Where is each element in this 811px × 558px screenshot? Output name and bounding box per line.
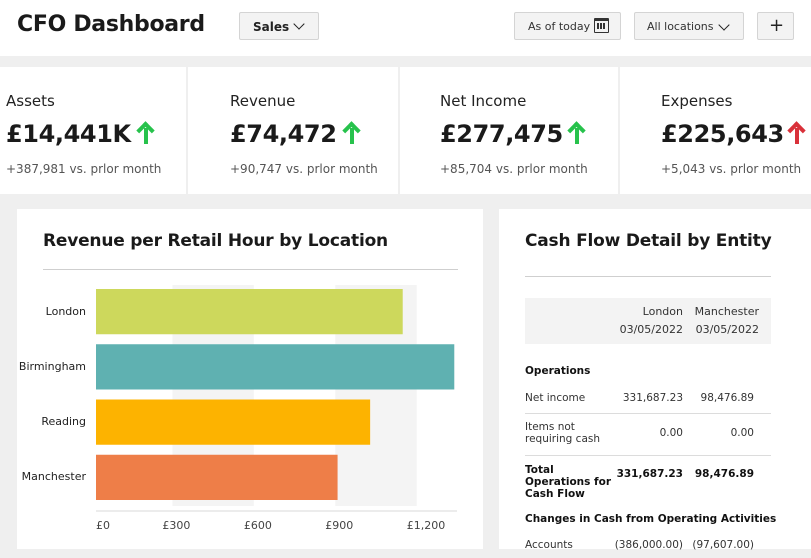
kpi-delta: +387,981 vs. prlor month (6, 162, 162, 176)
row-value-manchester: 98,476.89 (700, 392, 754, 404)
table-header (525, 298, 771, 344)
kpi-label: Revenue (230, 92, 296, 110)
row-label: Net income (525, 392, 586, 404)
column-header-london: London (642, 305, 683, 318)
row-value-london: 0.00 (659, 427, 683, 439)
kpi-card-revenue[interactable]: Revenue £74,472 +90,747 vs. prlor month (188, 67, 398, 194)
kpi-label: Assets (6, 92, 55, 110)
x-tick-label: £900 (325, 519, 354, 532)
row-value-manchester: 98,476.89 (694, 468, 754, 480)
top-bar: CFO Dashboard Sales As of today All loca… (0, 0, 811, 56)
x-tick-label: £0 (96, 519, 110, 532)
row-value-manchester: (97,607.00) (692, 539, 754, 551)
row-label: Total Operations for Cash Flow (525, 464, 611, 500)
chevron-down-icon (293, 18, 305, 30)
panel-title: Revenue per Retail Hour by Location (43, 231, 388, 251)
column-date-manchester: 03/05/2022 (695, 323, 759, 336)
bar-manchester[interactable] (96, 454, 338, 500)
row-value-london: (386,000.00) (614, 539, 683, 551)
kpi-card-expenses[interactable]: Expenses £225,643 +5,043 vs. prlor month (620, 67, 811, 194)
panel-title: Cash Flow Detail by Entity (525, 231, 772, 251)
divider (525, 276, 771, 277)
kpi-delta: +5,043 vs. prlor month (661, 162, 802, 176)
page-title: CFO Dashboard (17, 12, 205, 37)
row-divider (525, 413, 771, 414)
column-date-london: 03/05/2022 (619, 323, 683, 336)
x-tick-label: £300 (162, 519, 191, 532)
add-widget-button[interactable]: + (757, 12, 794, 40)
row-value-manchester: 0.00 (730, 427, 754, 439)
kpi-card-net-income[interactable]: Net Income £277,475 +85,704 vs. prlor mo… (400, 67, 618, 194)
location-filter-label: All locations (647, 20, 714, 33)
arrow-up-icon (136, 121, 155, 145)
location-filter[interactable]: All locations (634, 12, 744, 40)
bar-reading[interactable] (96, 399, 371, 445)
revenue-bar-chart (96, 285, 457, 512)
kpi-value: £225,643 (661, 120, 784, 148)
section-heading: Changes in Cash from Operating Activitie… (525, 513, 777, 525)
kpi-value: £74,472 (230, 120, 337, 148)
row-divider (525, 455, 771, 456)
sales-dropdown[interactable]: Sales (239, 12, 319, 40)
row-label: Items not requiring cash (525, 421, 601, 445)
divider (43, 269, 458, 270)
kpi-delta: +90,747 vs. prlor month (230, 162, 378, 176)
row-value-london: 331,687.23 (616, 468, 683, 480)
date-filter[interactable]: As of today (514, 12, 621, 40)
calendar-icon (594, 18, 609, 33)
x-tick-label: £600 (243, 519, 272, 532)
row-label: Accounts (525, 539, 573, 551)
x-tick-label: £1,200 (406, 519, 446, 532)
category-label: Manchester (21, 470, 86, 484)
cash-flow-panel: Cash Flow Detail by Entity London 03/05/… (499, 209, 811, 551)
row-value-london: 331,687.23 (622, 392, 683, 404)
bar-london[interactable] (96, 289, 403, 335)
kpi-delta: +85,704 vs. prlor month (440, 162, 588, 176)
category-label: London (45, 304, 86, 318)
section-heading: Operations (525, 365, 591, 377)
plus-icon: + (769, 15, 785, 36)
arrow-up-icon (342, 121, 361, 145)
kpi-label: Expenses (661, 92, 733, 110)
column-header-manchester: Manchester (694, 305, 759, 318)
category-label: Birmingham (18, 359, 86, 373)
kpi-value: £14,441K (6, 120, 131, 148)
kpi-label: Net Income (440, 92, 527, 110)
category-label: Reading (41, 415, 86, 429)
arrow-up-icon (567, 121, 586, 145)
kpi-value: £277,475 (440, 120, 563, 148)
date-filter-label: As of today (528, 20, 591, 33)
arrow-up-icon (787, 121, 806, 145)
kpi-row: Assets £14,441K +387,981 vs. prlor month… (0, 67, 811, 194)
chevron-down-icon (718, 19, 730, 31)
sales-dropdown-label: Sales (253, 20, 290, 34)
revenue-chart-panel: Revenue per Retail Hour by Location Lond… (17, 209, 483, 549)
bar-birmingham[interactable] (96, 344, 455, 390)
kpi-card-assets[interactable]: Assets £14,441K +387,981 vs. prlor month (0, 67, 186, 194)
